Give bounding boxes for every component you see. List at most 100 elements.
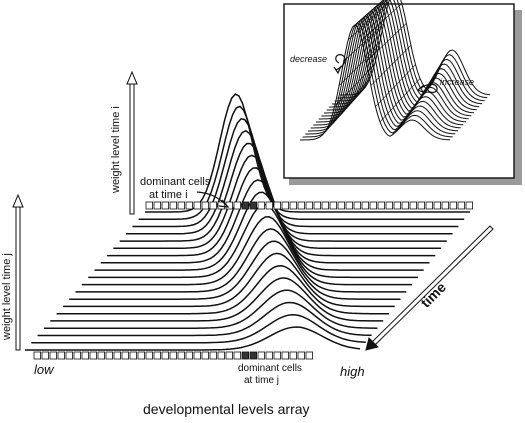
array-cell: [225, 351, 233, 360]
array-cell: [305, 351, 313, 360]
dominant-cell: [249, 201, 257, 210]
weight-axis-time-i: [126, 70, 138, 215]
cell-array-time-i: [145, 201, 473, 210]
array-cell: [73, 351, 81, 360]
array-cell: [169, 201, 177, 210]
ridge-curve: [31, 314, 366, 344]
dominant-cells-time-i-label-2: at time i: [149, 189, 188, 201]
array-cell: [449, 201, 457, 210]
array-cell: [393, 201, 401, 210]
array-cell: [233, 351, 241, 360]
dominant-cells-time-j-label-2: at time j: [244, 375, 280, 386]
array-cell: [193, 201, 201, 210]
array-cell: [217, 351, 225, 360]
array-cell: [137, 351, 145, 360]
array-cell: [297, 351, 305, 360]
array-cell: [113, 351, 121, 360]
inset-mesh-line: [379, 78, 421, 123]
cell-array-time-j: [33, 351, 313, 360]
array-cell: [409, 201, 417, 210]
array-cell: [33, 351, 41, 360]
inset-mesh-line: [361, 3, 403, 41]
array-cell: [313, 201, 321, 210]
array-cell: [49, 351, 57, 360]
inset-mesh-line: [352, 0, 384, 27]
ridge-curve: [81, 216, 413, 286]
dominant-cells-i-pointer: [196, 191, 230, 208]
low-label: low: [34, 362, 54, 377]
ridge-curve: [138, 105, 465, 221]
array-cell: [121, 351, 129, 360]
array-cell: [281, 201, 289, 210]
inset-mesh-line: [366, 23, 407, 62]
array-cell: [289, 351, 297, 360]
ridge-curves: [25, 93, 470, 351]
inset-mesh-line: [329, 78, 371, 123]
ridge-curve: [126, 129, 453, 235]
array-cell: [425, 201, 433, 210]
array-cell: [401, 201, 409, 210]
inset-panel: [283, 0, 522, 185]
decrease-arrow: [333, 54, 346, 75]
array-cell: [209, 351, 217, 360]
inset-increase-label: increase: [440, 77, 475, 87]
array-cell: [345, 201, 353, 210]
dominant-cell: [249, 351, 257, 360]
array-cell: [257, 201, 265, 210]
inset-mesh-line: [347, 3, 389, 41]
array-cell: [273, 201, 281, 210]
inset-mesh-line: [334, 64, 375, 107]
array-cell: [65, 351, 73, 360]
array-cell: [417, 201, 425, 210]
array-cell: [185, 201, 193, 210]
array-cell: [233, 201, 241, 210]
array-cell: [305, 201, 313, 210]
array-cell: [145, 351, 153, 360]
array-cell: [193, 351, 201, 360]
ridge-curve: [69, 240, 401, 300]
array-cell: [105, 351, 113, 360]
array-cell: [169, 351, 177, 360]
ridge-curve: [25, 326, 361, 351]
dominant-cells-time-j-label-1: dominant cells: [238, 363, 302, 374]
array-cell: [361, 201, 369, 210]
ridge-curve: [62, 252, 395, 308]
array-cell: [57, 351, 65, 360]
weight-level-time-j-label: weight level time j: [1, 253, 13, 340]
inset-mesh-line: [338, 45, 380, 86]
weight-axis-time-j: [12, 193, 24, 351]
ridge-curve: [132, 117, 459, 228]
dominant-cell: [241, 351, 249, 360]
ridge-curve: [75, 228, 407, 293]
dominant-cells-time-i-label-1: dominant cells: [140, 176, 211, 188]
array-cell: [281, 351, 289, 360]
inset-mesh-line: [357, 0, 389, 27]
inset-mesh-line: [343, 23, 384, 62]
array-cell: [369, 201, 377, 210]
array-cell: [41, 351, 49, 360]
dominant-cell: [241, 201, 249, 210]
inset-mesh-line: [370, 45, 412, 86]
array-cell: [161, 351, 169, 360]
ridge-curve: [88, 203, 418, 279]
array-cell: [465, 201, 473, 210]
array-cell: [337, 201, 345, 210]
array-cell: [433, 201, 441, 210]
inset-decrease-label: decrease: [290, 54, 328, 64]
array-cell: [217, 201, 225, 210]
array-cell: [265, 351, 273, 360]
array-cell: [353, 201, 361, 210]
ridge-curve: [50, 277, 384, 322]
array-cell: [257, 351, 265, 360]
array-cell: [377, 201, 385, 210]
array-cell: [297, 201, 305, 210]
array-cell: [385, 201, 393, 210]
array-cell: [153, 351, 161, 360]
caption-developmental-levels-array: developmental levels array: [143, 401, 310, 417]
ridge-curve: [43, 289, 378, 329]
array-cell: [441, 201, 449, 210]
array-cell: [97, 351, 105, 360]
array-cell: [153, 201, 161, 210]
ridge-curve: [94, 191, 424, 271]
